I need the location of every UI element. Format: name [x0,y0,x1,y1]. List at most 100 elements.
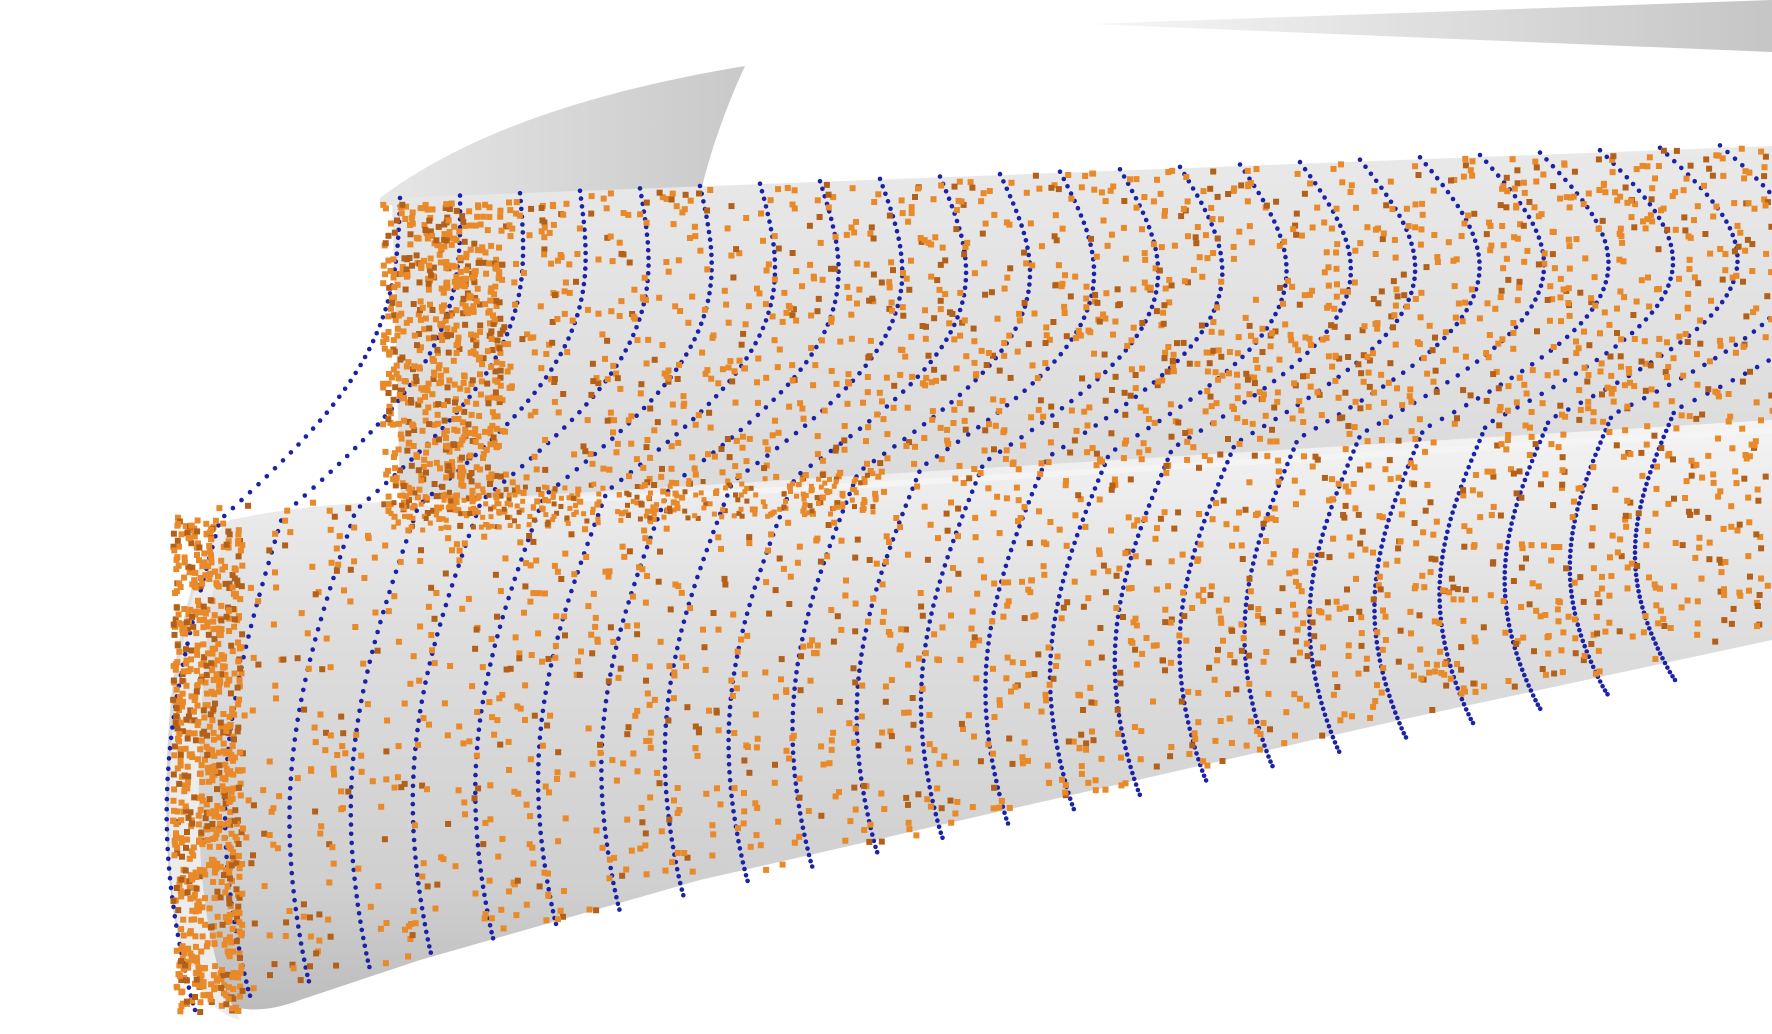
scatter-marker [1588,641,1595,647]
line-marker [1568,548,1573,554]
scatter-marker [783,747,790,754]
scatter-marker [937,261,944,268]
scatter-marker [542,466,549,473]
line-marker [1400,370,1406,376]
line-marker [744,611,750,616]
line-marker [772,257,778,262]
line-marker [353,737,358,743]
line-marker [747,420,752,425]
scatter-marker [1565,236,1572,243]
line-marker [987,633,992,639]
line-marker [1112,664,1118,670]
line-marker [1482,425,1488,431]
scatter-marker [1681,214,1688,221]
scatter-marker [1332,377,1339,384]
scatter-marker [1032,172,1039,179]
scatter-marker [1414,339,1421,346]
line-marker [919,727,925,732]
scatter-marker [978,198,985,205]
scatter-marker [637,390,644,397]
scatter-marker [333,545,340,552]
scatter-marker [1037,397,1044,404]
scatter-marker [1401,292,1408,299]
scatter-marker [405,527,412,534]
scatter-marker [1346,534,1353,541]
line-marker [1092,486,1098,491]
scatter-marker [1676,333,1683,340]
scatter-marker [1670,355,1677,362]
line-marker [1589,211,1595,217]
line-marker [397,195,403,201]
line-marker [877,176,883,182]
scatter-marker [1520,634,1527,641]
scatter-marker [1036,508,1042,515]
scatter-marker [1218,216,1224,223]
scatter-marker [911,460,918,467]
line-marker [457,201,463,206]
line-marker [1732,156,1738,161]
scatter-marker [1133,622,1140,629]
scatter-marker [1683,478,1690,485]
scatter-marker [909,373,916,380]
line-marker [742,866,747,872]
line-marker [1576,501,1582,506]
line-marker [504,331,510,337]
scatter-marker [934,277,941,284]
scatter-marker [789,201,796,208]
scatter-marker [1009,760,1016,767]
scatter-marker [1565,285,1572,292]
line-marker [1045,366,1050,372]
scatter-marker [832,233,839,240]
scatter-marker [1230,243,1237,250]
scatter-marker [1127,476,1134,483]
scatter-marker [691,223,698,230]
scatter-marker [863,438,869,445]
line-marker [1372,589,1378,595]
scatter-marker [1732,349,1739,356]
scatter-marker [1204,255,1211,262]
line-marker [1439,416,1445,422]
scatter-marker [771,233,778,240]
scatter-marker [1590,631,1597,638]
scatter-marker [1260,391,1267,398]
scatter-marker [1202,232,1209,239]
line-marker [1202,518,1207,524]
line-marker [1731,279,1736,285]
line-marker [913,477,919,483]
scatter-marker [769,432,776,439]
scatter-marker [453,541,460,548]
scatter-marker [1378,371,1385,378]
line-marker [365,958,371,963]
line-marker [994,594,1000,600]
line-marker [1437,598,1442,603]
line-marker [383,480,389,486]
scatter-marker [1186,751,1193,757]
scatter-marker [1504,407,1511,414]
scatter-marker [1035,406,1042,413]
scatter-marker [651,427,658,434]
scatter-marker [848,224,855,231]
line-marker [623,609,629,614]
line-marker [291,747,296,752]
line-marker [1636,589,1641,594]
line-marker [1372,602,1377,607]
scatter-marker [1154,176,1160,183]
scatter-marker [1231,659,1238,666]
scatter-marker [637,211,644,218]
line-marker [1724,219,1729,224]
line-marker [511,471,516,477]
line-marker [1313,426,1319,431]
scatter-marker [721,287,728,294]
scatter-marker [1366,383,1373,390]
scatter-marker [1247,718,1254,725]
scatter-marker [1000,429,1007,436]
line-marker [1569,594,1575,600]
line-marker [330,402,336,408]
scatter-marker [760,237,766,244]
line-marker [854,715,859,721]
scatter-marker [1001,285,1008,292]
line-marker [835,254,841,259]
line-marker [1228,452,1233,458]
scatter-marker [1533,607,1540,614]
scatter-marker [1426,322,1433,329]
